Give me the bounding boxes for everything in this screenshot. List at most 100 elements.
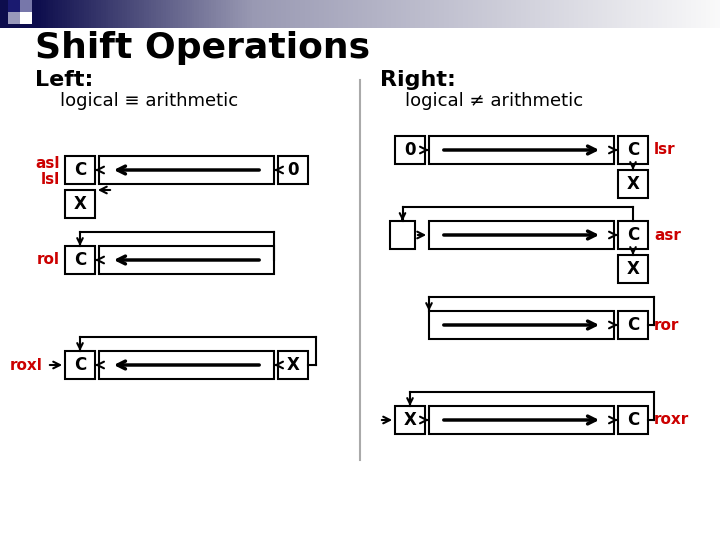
Bar xyxy=(372,0,375,28)
Bar xyxy=(96,0,99,28)
Bar xyxy=(254,0,258,28)
Bar xyxy=(429,406,614,434)
Bar xyxy=(101,0,104,28)
Bar xyxy=(158,0,162,28)
Text: lsr: lsr xyxy=(654,143,675,158)
Bar xyxy=(153,0,157,28)
Bar xyxy=(581,0,584,28)
Bar xyxy=(552,0,555,28)
Bar xyxy=(398,0,402,28)
Bar xyxy=(103,0,107,28)
Bar xyxy=(415,0,418,28)
Bar xyxy=(502,0,505,28)
Bar xyxy=(180,0,184,28)
Bar xyxy=(36,0,40,28)
Bar xyxy=(108,0,112,28)
Bar xyxy=(482,0,486,28)
Bar xyxy=(612,0,616,28)
Bar xyxy=(336,0,339,28)
Bar xyxy=(718,0,720,28)
Text: asr: asr xyxy=(654,227,681,242)
Bar xyxy=(362,0,366,28)
Bar xyxy=(675,0,678,28)
Bar xyxy=(492,0,495,28)
Bar xyxy=(29,0,32,28)
Bar xyxy=(173,0,176,28)
Bar xyxy=(365,0,368,28)
Bar xyxy=(395,136,425,164)
Bar xyxy=(14,0,18,28)
Text: 0: 0 xyxy=(287,161,299,179)
Bar xyxy=(99,246,274,274)
Bar xyxy=(641,0,644,28)
Bar xyxy=(266,0,270,28)
Bar xyxy=(214,0,217,28)
Bar xyxy=(639,0,642,28)
Bar xyxy=(315,0,318,28)
Bar xyxy=(65,351,95,379)
Bar xyxy=(516,0,519,28)
Bar xyxy=(487,0,490,28)
Bar xyxy=(238,0,241,28)
Bar xyxy=(278,351,308,379)
Bar xyxy=(50,0,54,28)
Bar xyxy=(454,0,457,28)
Bar xyxy=(446,0,450,28)
Bar xyxy=(389,0,392,28)
Bar xyxy=(307,0,310,28)
Bar xyxy=(648,0,652,28)
Bar xyxy=(374,0,378,28)
Bar xyxy=(216,0,220,28)
Bar xyxy=(367,0,371,28)
Bar xyxy=(297,0,301,28)
Bar xyxy=(264,0,267,28)
Bar xyxy=(261,0,265,28)
Bar xyxy=(708,0,711,28)
Bar xyxy=(295,0,299,28)
Bar xyxy=(240,0,243,28)
Bar xyxy=(667,0,670,28)
Text: ror: ror xyxy=(654,318,680,333)
Bar xyxy=(99,156,274,184)
Text: lsl: lsl xyxy=(41,172,60,187)
Bar xyxy=(99,0,102,28)
Bar xyxy=(197,0,200,28)
Bar xyxy=(91,0,94,28)
Bar xyxy=(569,0,572,28)
Bar xyxy=(509,0,512,28)
Bar xyxy=(521,0,524,28)
Bar xyxy=(439,0,443,28)
Bar xyxy=(618,406,648,434)
Bar xyxy=(434,0,438,28)
Bar xyxy=(348,0,351,28)
Bar xyxy=(451,0,454,28)
Text: X: X xyxy=(73,195,86,213)
Bar xyxy=(5,0,8,28)
Bar xyxy=(706,0,709,28)
Bar xyxy=(94,0,97,28)
Bar xyxy=(27,0,30,28)
Bar xyxy=(211,0,215,28)
Bar xyxy=(218,0,222,28)
Bar xyxy=(665,0,668,28)
Text: X: X xyxy=(404,411,416,429)
Bar xyxy=(513,0,517,28)
Text: 0: 0 xyxy=(404,141,415,159)
Bar xyxy=(684,0,688,28)
Bar xyxy=(418,0,421,28)
Bar xyxy=(713,0,716,28)
Bar xyxy=(178,0,181,28)
Bar xyxy=(485,0,488,28)
Bar xyxy=(77,0,80,28)
Bar xyxy=(257,0,260,28)
Bar xyxy=(382,0,385,28)
Bar xyxy=(636,0,639,28)
Bar xyxy=(535,0,539,28)
Bar xyxy=(223,0,227,28)
Bar xyxy=(106,0,109,28)
Bar xyxy=(329,0,332,28)
Bar xyxy=(245,0,248,28)
Bar xyxy=(65,246,95,274)
Bar xyxy=(618,255,648,283)
Bar xyxy=(650,0,654,28)
